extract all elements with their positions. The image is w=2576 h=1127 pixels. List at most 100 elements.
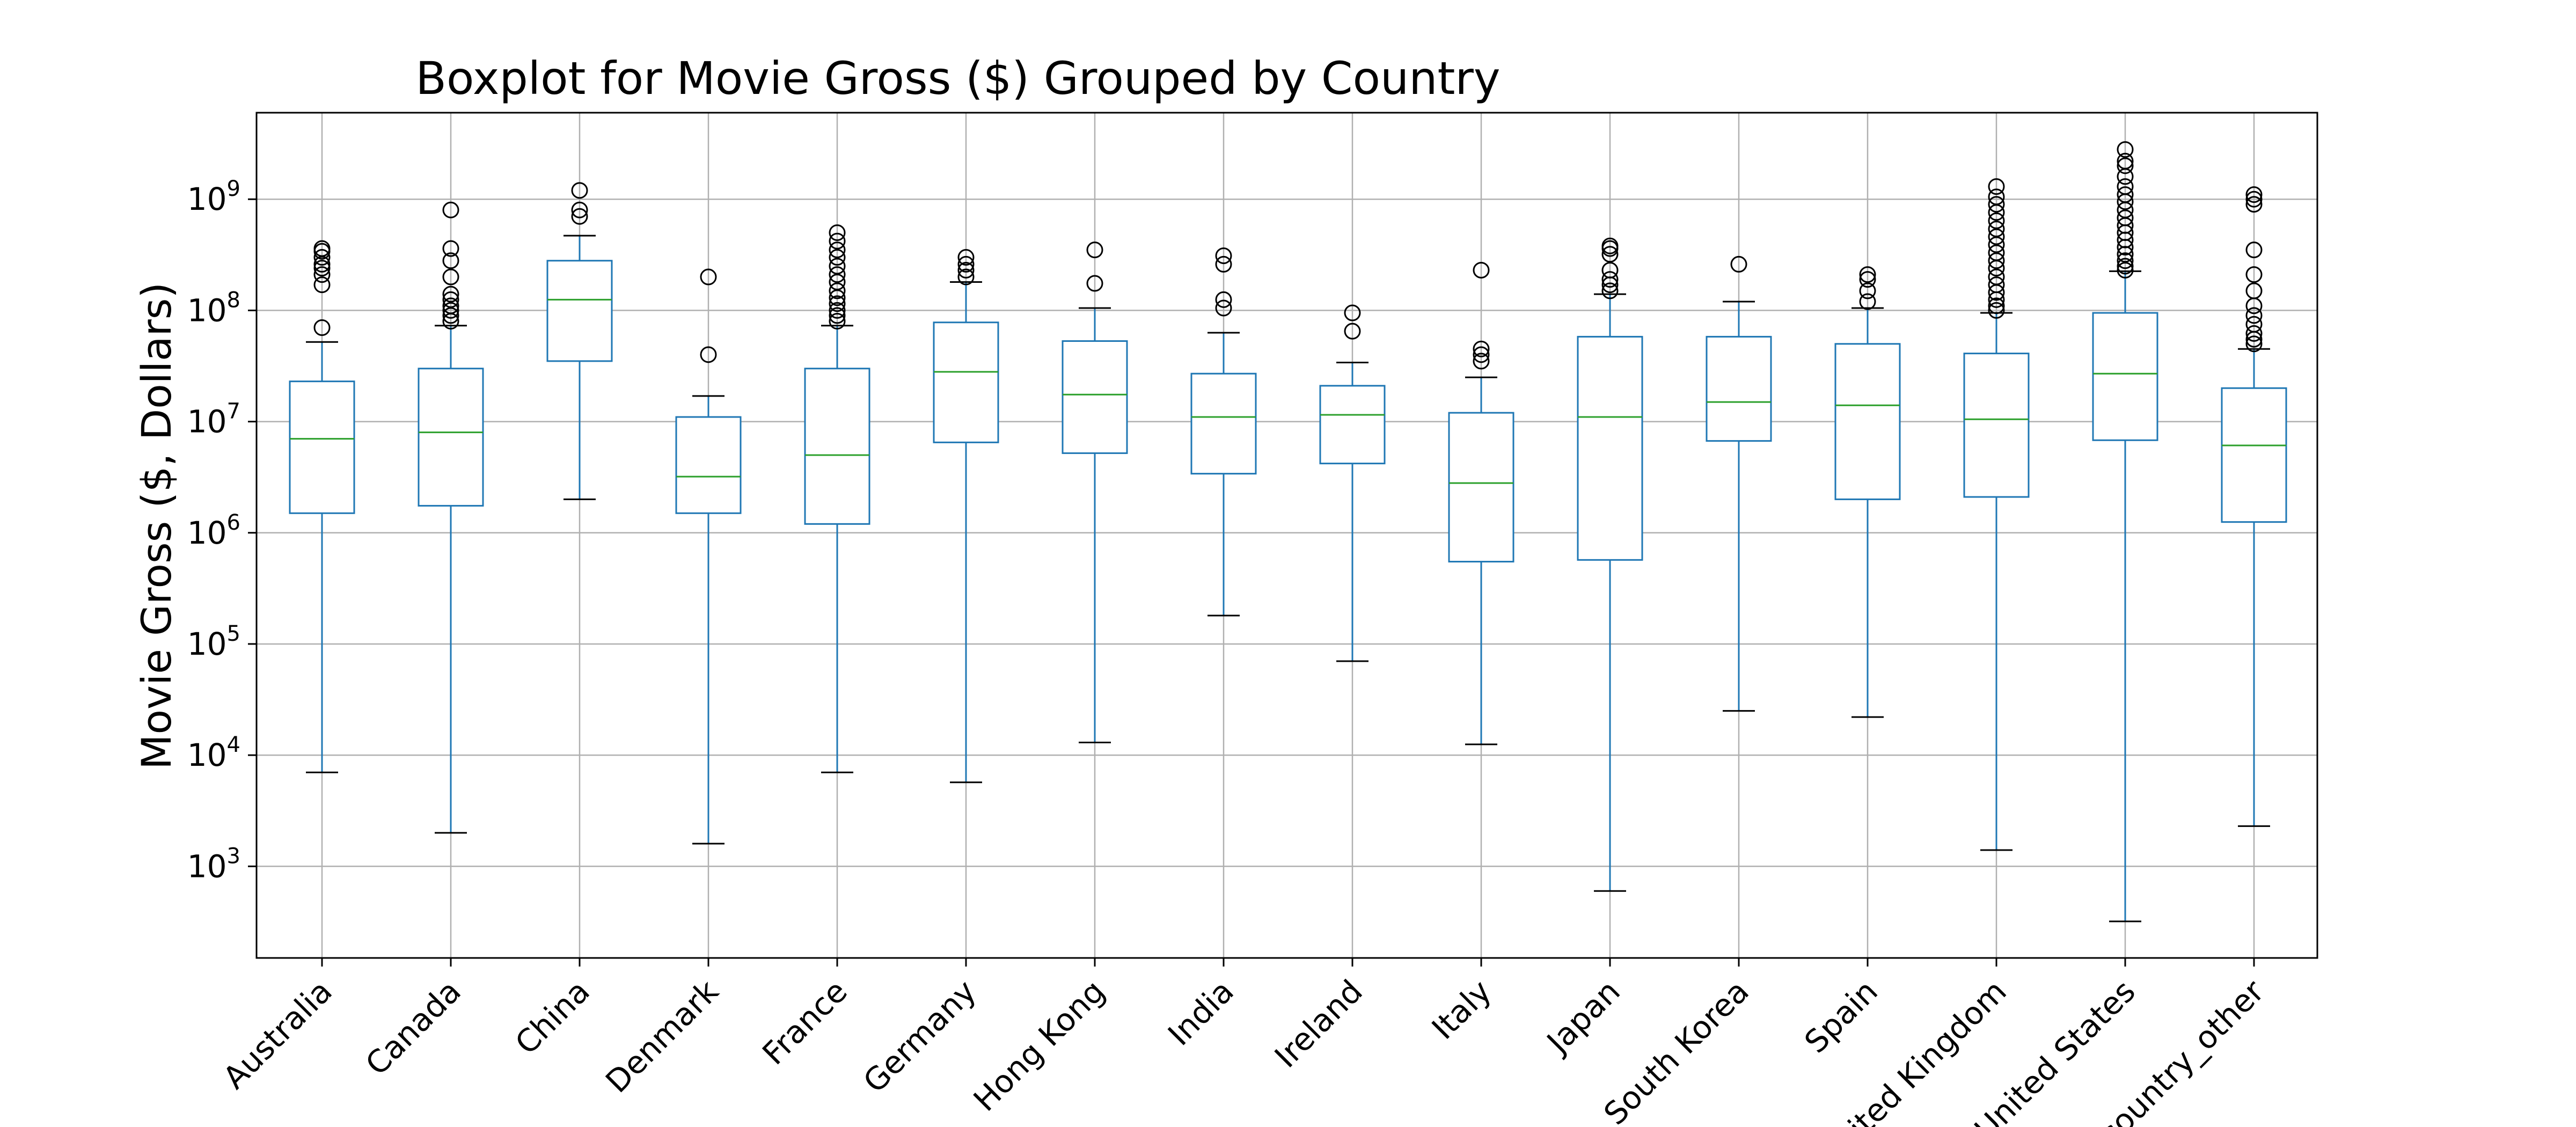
y-tick-exponent: 7 bbox=[227, 399, 240, 424]
outlier-point bbox=[1988, 302, 2005, 319]
outlier-point bbox=[2245, 191, 2263, 208]
outlier-point bbox=[442, 240, 459, 257]
y-tick-base: 10 bbox=[187, 626, 227, 662]
outlier-point bbox=[313, 240, 331, 257]
outlier-point bbox=[829, 241, 846, 259]
outlier-point bbox=[1988, 212, 2005, 229]
outlier-point bbox=[1215, 291, 1232, 308]
outlier-point bbox=[571, 182, 588, 199]
y-tick-exponent: 6 bbox=[227, 510, 240, 535]
outlier-point bbox=[571, 201, 588, 218]
outlier-point bbox=[2245, 196, 2263, 213]
outlier-point bbox=[957, 261, 975, 279]
outlier-point bbox=[1988, 276, 2005, 294]
outlier-point bbox=[2245, 241, 2263, 259]
box-series bbox=[289, 141, 2287, 923]
box-group bbox=[1577, 237, 1643, 892]
iqr-box bbox=[1706, 335, 1772, 442]
y-tick-label: 106 bbox=[187, 510, 240, 551]
plot-area-frame bbox=[255, 112, 2318, 959]
y-tick-exponent: 5 bbox=[227, 621, 240, 646]
y-tick-base: 10 bbox=[187, 515, 227, 551]
y-tick-base: 10 bbox=[187, 292, 227, 328]
iqr-box bbox=[2221, 387, 2287, 523]
outlier-point bbox=[571, 208, 588, 225]
outlier-point bbox=[2245, 266, 2263, 283]
y-axis-label: Movie Gross ($, Dollars) bbox=[133, 282, 180, 770]
outlier-point bbox=[1988, 228, 2005, 245]
outlier-point bbox=[957, 255, 975, 273]
outlier-point bbox=[700, 268, 717, 286]
y-tick-exponent: 9 bbox=[227, 177, 240, 201]
outlier-point bbox=[2117, 209, 2134, 226]
outlier-point bbox=[442, 291, 459, 308]
outlier-point bbox=[1988, 196, 2005, 213]
outlier-point bbox=[829, 312, 846, 330]
outlier-point bbox=[2245, 186, 2263, 203]
y-tick-base: 10 bbox=[187, 848, 227, 884]
box-group bbox=[1706, 255, 1772, 712]
outlier-point bbox=[1086, 275, 1103, 292]
outlier-point bbox=[1601, 271, 1619, 288]
outlier-point bbox=[442, 201, 459, 218]
x-tick-label: France bbox=[755, 973, 854, 1072]
box-group bbox=[1319, 304, 1386, 662]
box-group bbox=[2221, 186, 2287, 827]
outlier-point bbox=[1730, 255, 1747, 273]
y-tick-exponent: 3 bbox=[227, 844, 240, 868]
x-tick-label: Denmark bbox=[598, 973, 726, 1100]
outlier-point bbox=[1215, 247, 1232, 265]
outlier-point bbox=[1859, 266, 1876, 283]
outlier-point bbox=[1859, 271, 1876, 288]
x-tick-label: Canada bbox=[358, 973, 468, 1082]
iqr-box bbox=[1190, 372, 1257, 475]
outlier-point bbox=[313, 260, 331, 277]
outlier-point bbox=[2117, 141, 2134, 158]
outlier-point bbox=[829, 282, 846, 299]
outlier-point bbox=[1988, 252, 2005, 269]
x-tick-label: Italy bbox=[1425, 973, 1498, 1046]
outlier-point bbox=[1988, 244, 2005, 261]
outlier-point bbox=[1988, 297, 2005, 314]
outlier-point bbox=[829, 307, 846, 324]
outlier-point bbox=[1859, 282, 1876, 299]
iqr-box bbox=[1577, 335, 1643, 561]
iqr-box bbox=[546, 260, 613, 362]
box-group bbox=[1062, 241, 1128, 744]
outlier-point bbox=[700, 346, 717, 363]
iqr-box bbox=[1834, 343, 1901, 500]
outlier-point bbox=[1086, 241, 1103, 259]
box-group bbox=[675, 268, 742, 845]
outlier-point bbox=[1601, 237, 1619, 254]
x-tick-label: China bbox=[508, 973, 597, 1062]
outlier-point bbox=[442, 297, 459, 314]
outlier-point bbox=[1473, 346, 1490, 363]
iqr-box bbox=[804, 368, 870, 525]
outlier-point bbox=[313, 266, 331, 283]
y-tick-exponent: 8 bbox=[227, 288, 240, 312]
outlier-point bbox=[829, 274, 846, 291]
x-tick-label: Australia bbox=[216, 973, 339, 1096]
box-group bbox=[1963, 178, 2030, 851]
box-group bbox=[2092, 141, 2158, 923]
y-tick-exponent: 4 bbox=[227, 733, 240, 757]
outlier-point bbox=[829, 249, 846, 266]
outlier-point bbox=[829, 232, 846, 250]
outlier-point bbox=[1859, 293, 1876, 310]
outlier-point bbox=[442, 302, 459, 319]
outlier-point bbox=[2245, 325, 2263, 342]
iqr-box bbox=[675, 416, 742, 514]
grid-lines bbox=[257, 113, 2317, 958]
outlier-point bbox=[1215, 299, 1232, 317]
x-tick-label: Hong Kong bbox=[967, 973, 1112, 1118]
x-tick-label: India bbox=[1161, 973, 1241, 1053]
y-tick-label: 107 bbox=[187, 399, 240, 440]
box-group bbox=[1834, 266, 1901, 718]
outlier-point bbox=[1988, 268, 2005, 286]
outlier-point bbox=[2117, 178, 2134, 195]
outlier-point bbox=[442, 286, 459, 303]
x-tick-label: Spain bbox=[1797, 973, 1885, 1060]
outlier-point bbox=[2117, 186, 2134, 203]
box-group bbox=[933, 249, 999, 784]
